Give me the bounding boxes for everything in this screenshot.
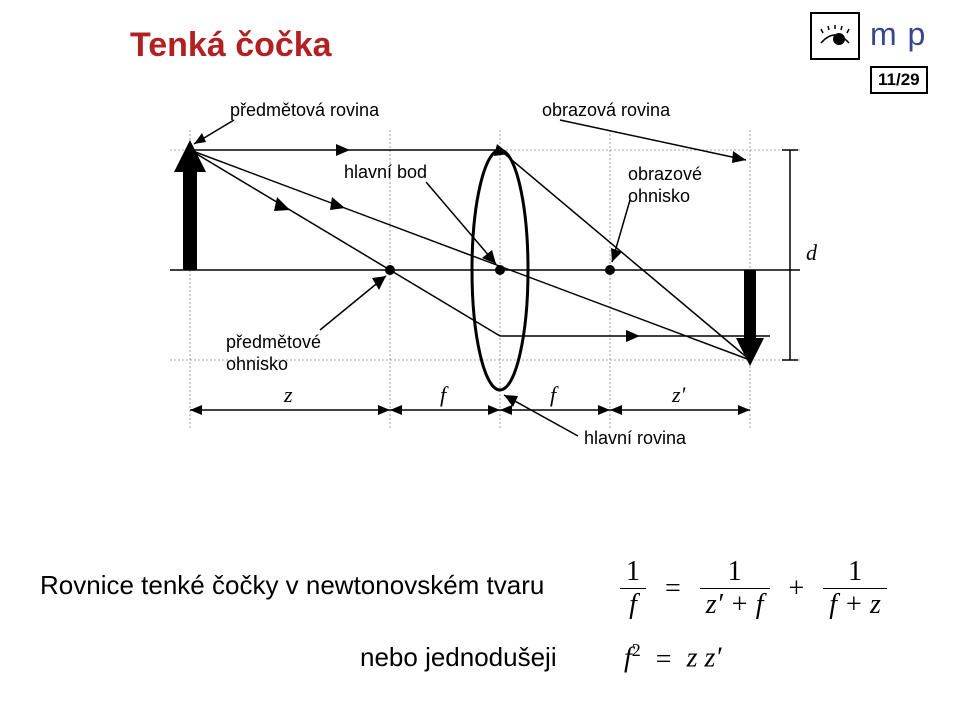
label-z: z xyxy=(283,382,293,407)
page-title: Tenká čočka xyxy=(130,26,332,65)
equation-intro: Rovnice tenké čočky v newtonovském tvaru xyxy=(40,570,544,601)
label-principal-plane: hlavní rovina xyxy=(584,428,687,448)
label-object-plane: předmětová rovina xyxy=(230,100,380,120)
equation-alt-intro: nebo jednodušeji xyxy=(360,642,557,673)
label-object-focus-1: předmětové xyxy=(226,332,321,352)
label-image-focus-2: ohnisko xyxy=(628,186,690,206)
label-f2: f xyxy=(550,382,559,407)
label-image-plane: obrazová rovina xyxy=(542,100,671,120)
slide-number: 11/29 xyxy=(870,66,928,94)
label-principal-point: hlavní bod xyxy=(344,162,427,182)
eye-icon xyxy=(815,19,855,53)
mp-label: m p xyxy=(870,16,926,53)
lens-equation-2: f2 = z z′ xyxy=(624,640,722,676)
slide: { "header": { "title": "Tenká čočka", "t… xyxy=(0,0,960,716)
label-image-focus-1: obrazové xyxy=(628,164,702,184)
label-object-focus-2: ohnisko xyxy=(226,354,288,374)
label-f1: f xyxy=(440,382,449,407)
eye-logo xyxy=(810,12,860,60)
label-d: d xyxy=(806,240,818,265)
label-zprime: z' xyxy=(671,382,686,407)
lens-diagram: předmětová rovina obrazová rovina hlavní… xyxy=(130,100,830,460)
lens-equation-1: 1f = 1z′ + f + 1f + z xyxy=(616,556,891,621)
